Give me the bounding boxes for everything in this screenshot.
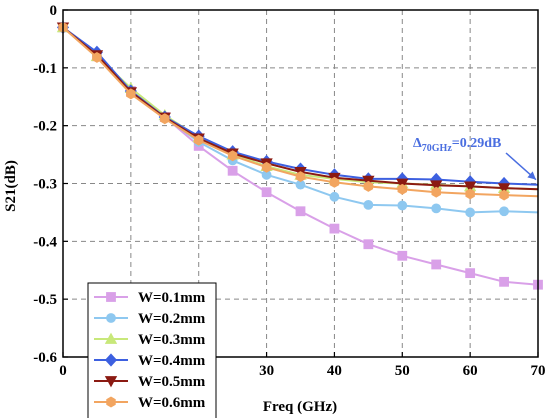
y-axis-label: S21(dB) [3,160,19,212]
data-point [431,259,442,270]
legend-label: W=0.5mm [138,374,206,390]
data-point [160,113,170,125]
x-tick-label: 50 [395,363,410,379]
data-point [397,250,408,261]
legend-label: W=0.6mm [138,395,206,411]
annotation-value: =0.29dB [452,136,502,151]
legend-entry: W=0.6mm [94,395,206,411]
annotation: Δ70GHz=0.29dB [413,136,537,181]
data-point [499,189,509,201]
x-axis-label: Freq (GHz) [263,399,337,415]
data-point [465,207,476,218]
data-point [227,165,238,176]
x-tick-label: 0 [59,363,67,379]
data-point [430,180,443,192]
x-tick-label: 40 [327,363,342,379]
data-point [431,186,441,198]
series-4 [56,20,539,191]
y-tick-label: -0.1 [33,61,57,77]
legend-entry: W=0.3mm [94,332,206,348]
x-tick-label: 30 [259,363,274,379]
legend: W=0.1mm W=0.2mm W=0.3mm W=0.4mm W=0.5mm W=0.6… [87,282,217,418]
data-point [431,203,442,214]
legend-marker [104,353,118,367]
data-point [329,191,340,202]
legend-label: W=0.3mm [138,332,206,348]
data-point [499,276,509,287]
data-point [363,180,374,192]
series-line [62,26,539,186]
legend-label: W=0.2mm [138,311,206,327]
data-point [397,200,408,211]
series-6 [58,21,539,201]
legend-entry: W=0.1mm [94,290,206,306]
legend-entry: W=0.4mm [94,353,206,369]
data-point [497,183,511,195]
annotation-arrowhead [527,171,536,180]
series-5 [56,22,539,195]
data-point [261,187,272,198]
y-tick-label: 0 [50,3,58,19]
legend-marker [104,332,118,344]
legend-marker [106,313,116,323]
data-point [465,268,476,279]
legend-label: W=0.1mm [138,290,206,306]
annotation-text: Δ70GHz=0.29dB [413,136,501,154]
data-point [227,150,238,162]
legend-label: W=0.4mm [138,353,206,369]
series-line [62,26,539,286]
y-tick-label: -0.5 [33,292,57,308]
data-point [261,161,272,173]
data-point [329,176,340,188]
data-point [295,171,306,183]
annotation-delta: Δ [413,136,422,151]
data-point [363,199,374,210]
x-tick-label: 70 [531,363,546,379]
data-point [397,183,408,195]
data-point [465,188,475,200]
data-point [193,134,204,146]
legend-marker [106,292,116,302]
legend-entry: W=0.2mm [94,311,206,327]
data-point [329,223,340,234]
data-point [92,51,102,63]
y-tick-label: -0.4 [33,234,57,250]
legend-marker [106,396,116,408]
legend-box [87,282,217,418]
x-tick-label: 60 [463,363,478,379]
data-point [463,181,477,193]
data-point [126,88,136,100]
y-tick-label: -0.3 [33,177,57,193]
y-tick-label: -0.2 [33,119,57,135]
y-tick-label: -0.6 [33,350,57,366]
data-point [363,239,374,250]
series-layer [56,20,543,290]
legend-entry: W=0.5mm [94,374,206,390]
legend-marker [104,376,118,388]
data-point [499,206,509,217]
data-point [295,206,306,217]
annotation-subscript: 70GHz [422,143,453,154]
